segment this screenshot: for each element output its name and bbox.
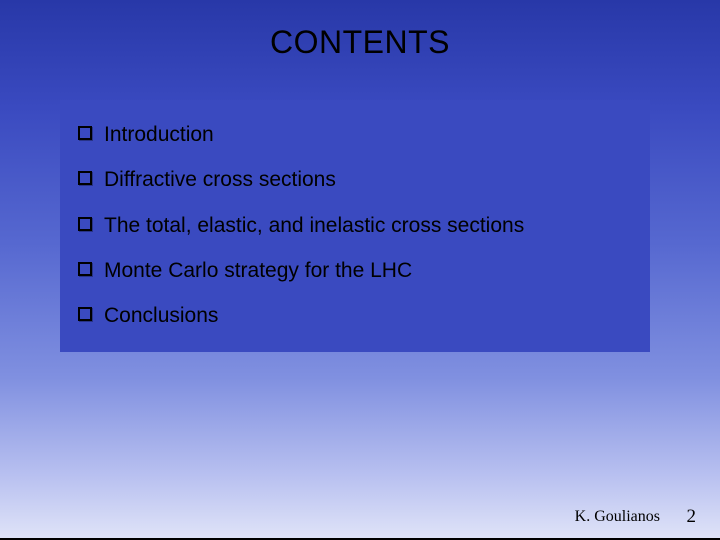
list-item: Introduction [60, 112, 650, 157]
slide-title: CONTENTS [0, 24, 720, 61]
footer-page-number: 2 [687, 506, 697, 528]
list-item-label: Diffractive cross sections [104, 166, 336, 193]
list-item-label: Monte Carlo strategy for the LHC [104, 257, 412, 284]
list-item-label: Conclusions [104, 302, 218, 329]
slide: CONTENTS Introduction Diffractive cross … [0, 0, 720, 540]
list-item-label: The total, elastic, and inelastic cross … [104, 212, 524, 239]
list-item: Conclusions [60, 293, 650, 338]
square-bullet-icon [78, 262, 92, 276]
square-bullet-icon [78, 171, 92, 185]
square-bullet-icon [78, 126, 92, 140]
list-item-label: Introduction [104, 121, 214, 148]
contents-list: Introduction Diffractive cross sections … [60, 100, 650, 352]
square-bullet-icon [78, 217, 92, 231]
list-item: The total, elastic, and inelastic cross … [60, 203, 650, 248]
footer-author: K. Goulianos [575, 508, 660, 526]
list-item: Monte Carlo strategy for the LHC [60, 248, 650, 293]
square-bullet-icon [78, 307, 92, 321]
list-item: Diffractive cross sections [60, 157, 650, 202]
